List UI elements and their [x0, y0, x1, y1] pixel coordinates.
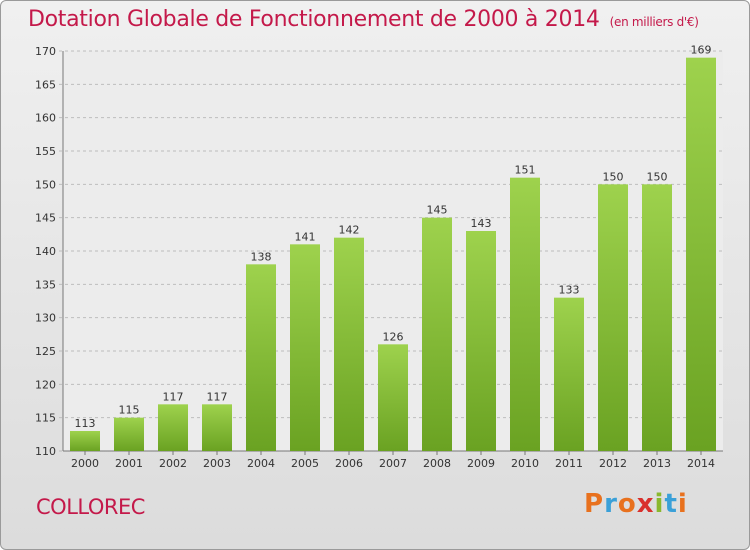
data-label: 126 — [383, 330, 404, 343]
chart-title-text: Dotation Globale de Fonctionnement de 20… — [28, 7, 600, 32]
bar — [114, 417, 144, 451]
data-label: 138 — [251, 250, 272, 263]
logo-letter: o — [617, 489, 637, 519]
bar — [466, 231, 496, 451]
x-tick-label: 2000 — [71, 457, 99, 470]
x-tick-label: 2007 — [379, 457, 407, 470]
x-tick-label: 2012 — [599, 457, 627, 470]
x-tick-label: 2013 — [643, 457, 671, 470]
x-tick-label: 2009 — [467, 457, 495, 470]
data-label: 133 — [559, 284, 580, 297]
logo-letter: r — [604, 489, 618, 519]
bar — [510, 177, 540, 451]
bar — [378, 344, 408, 451]
chart-subtitle: (en milliers d'€) — [609, 15, 699, 29]
x-tick-label: 2014 — [687, 457, 715, 470]
y-tick-label: 150 — [35, 178, 56, 191]
data-label: 151 — [515, 164, 536, 177]
x-tick-label: 2003 — [203, 457, 231, 470]
data-label: 142 — [339, 224, 360, 237]
y-tick-label: 155 — [35, 145, 56, 158]
x-tick-label: 2002 — [159, 457, 187, 470]
x-tick-label: 2011 — [555, 457, 583, 470]
bar — [290, 244, 320, 451]
logo-letter: x — [636, 489, 655, 519]
logo-letter: i — [654, 489, 665, 519]
y-tick-label: 110 — [35, 445, 56, 458]
data-label: 143 — [471, 217, 492, 230]
bar — [686, 57, 716, 452]
chart-title: Dotation Globale de Fonctionnement de 20… — [28, 7, 699, 32]
x-tick-label: 2006 — [335, 457, 363, 470]
commune-name: COLLOREC — [36, 495, 145, 519]
data-label: 150 — [603, 170, 624, 183]
y-tick-label: 140 — [35, 245, 56, 258]
bar — [554, 297, 584, 451]
data-label: 113 — [75, 417, 96, 430]
x-tick-label: 2004 — [247, 457, 275, 470]
bar — [422, 217, 452, 451]
y-tick-label: 135 — [35, 278, 56, 291]
data-label: 145 — [427, 204, 448, 217]
data-label: 141 — [295, 230, 316, 243]
x-tick-label: 2005 — [291, 457, 319, 470]
data-label: 117 — [207, 390, 228, 403]
data-label: 150 — [647, 170, 668, 183]
x-tick-label: 2001 — [115, 457, 143, 470]
y-tick-label: 145 — [35, 212, 56, 225]
bar — [642, 184, 672, 452]
proxiti-logo: Proxiti — [584, 489, 688, 519]
data-label: 115 — [119, 404, 140, 417]
logo-letter: i — [677, 489, 688, 519]
bar — [202, 404, 232, 451]
x-tick-label: 2008 — [423, 457, 451, 470]
bar — [598, 184, 628, 452]
x-tick-label: 2010 — [511, 457, 539, 470]
y-tick-label: 115 — [35, 412, 56, 425]
y-tick-label: 170 — [35, 45, 56, 58]
y-tick-label: 130 — [35, 312, 56, 325]
logo-letter: t — [664, 489, 678, 519]
bar — [246, 264, 276, 451]
y-tick-label: 165 — [35, 78, 56, 91]
bar — [70, 431, 100, 451]
bar — [158, 404, 188, 451]
bar — [334, 237, 364, 451]
data-label: 169 — [691, 44, 712, 57]
y-tick-label: 125 — [35, 345, 56, 358]
logo-letter: P — [584, 489, 605, 519]
y-tick-label: 160 — [35, 112, 56, 125]
y-tick-label: 120 — [35, 378, 56, 391]
data-label: 117 — [163, 390, 184, 403]
